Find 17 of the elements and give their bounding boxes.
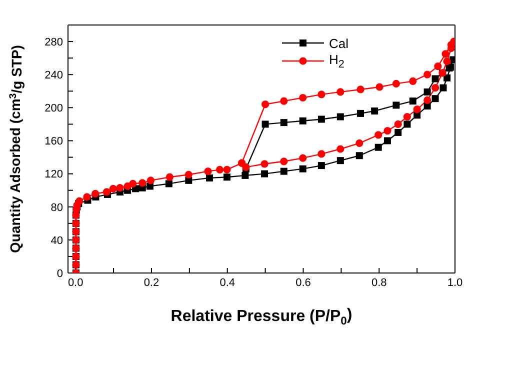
legend-label: Cal bbox=[329, 36, 349, 50]
y-tick-label: 0 bbox=[56, 268, 63, 280]
x-tick-label: 1.0 bbox=[447, 276, 463, 289]
y-tick-label: 280 bbox=[44, 36, 63, 48]
y-tick-label: 160 bbox=[44, 136, 63, 148]
x-tick-label: 0.8 bbox=[371, 276, 387, 289]
y-tick-label: 120 bbox=[44, 168, 63, 181]
x-tick-label: 0.4 bbox=[220, 276, 235, 289]
legend-label: H$_{2}$ bbox=[329, 52, 344, 70]
y-tick-label: 80 bbox=[50, 202, 63, 214]
y-tick-label: 40 bbox=[50, 234, 63, 247]
y-tick-label: 240 bbox=[44, 70, 63, 82]
x-tick-label: 0.0 bbox=[68, 276, 84, 289]
y-tick-label: 200 bbox=[44, 102, 63, 115]
x-axis-title: Relative Pressure (P/P$_{0}$) bbox=[170, 306, 352, 328]
x-tick-label: 0.6 bbox=[296, 276, 311, 289]
x-tick-label: 0.2 bbox=[144, 276, 160, 289]
